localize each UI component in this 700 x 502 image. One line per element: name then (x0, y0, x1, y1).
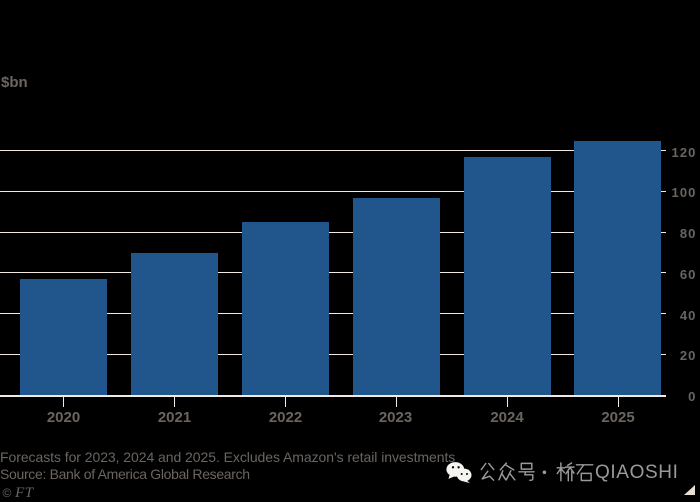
svg-text:QIAOSHI: QIAOSHI (595, 462, 679, 483)
